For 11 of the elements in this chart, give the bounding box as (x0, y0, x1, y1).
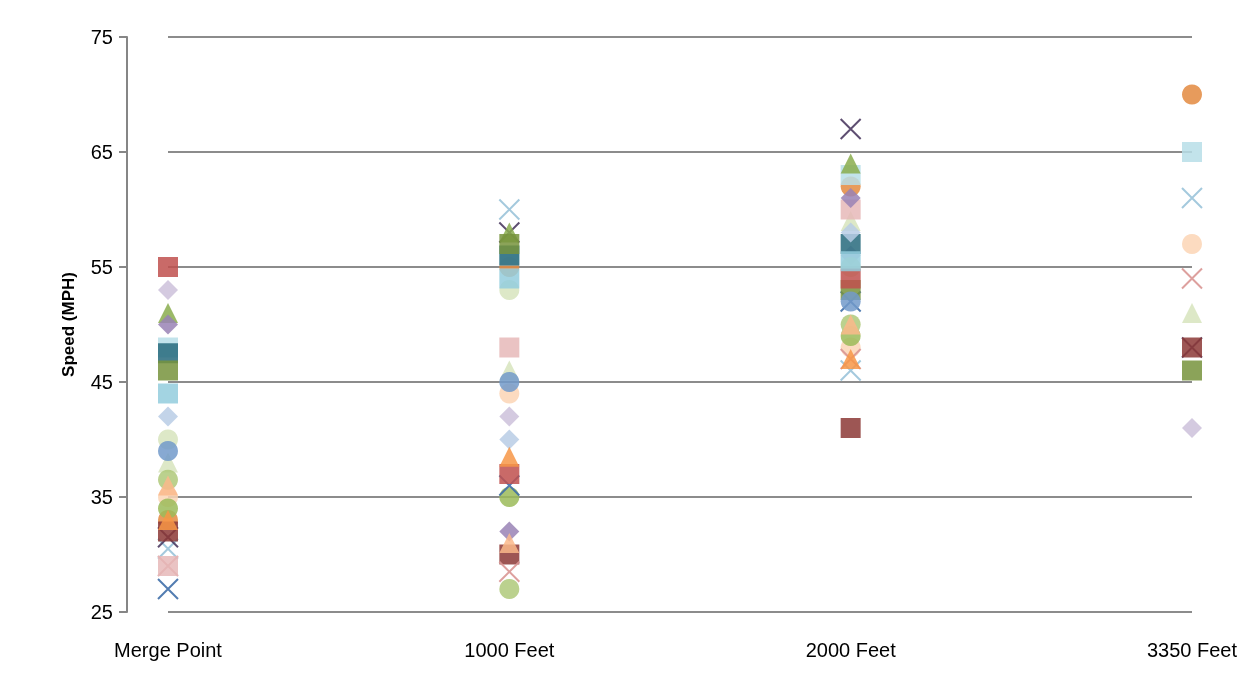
x-tick-label: 3350 Feet (1146, 639, 1238, 661)
x-tick-label: Merge Point (114, 639, 223, 661)
y-axis-title: Speed (MPH) (59, 272, 78, 377)
x-tick-label: 2000 Feet (805, 639, 897, 661)
y-tick-label: 55 (90, 256, 113, 278)
y-tick-label: 65 (90, 141, 113, 163)
y-tick-label: 75 (90, 26, 113, 48)
x-tick-label: 1000 Feet (464, 639, 555, 661)
y-tick-label: 25 (90, 601, 113, 623)
y-tick-label: 35 (90, 486, 113, 508)
y-tick-label: 45 (90, 371, 113, 393)
